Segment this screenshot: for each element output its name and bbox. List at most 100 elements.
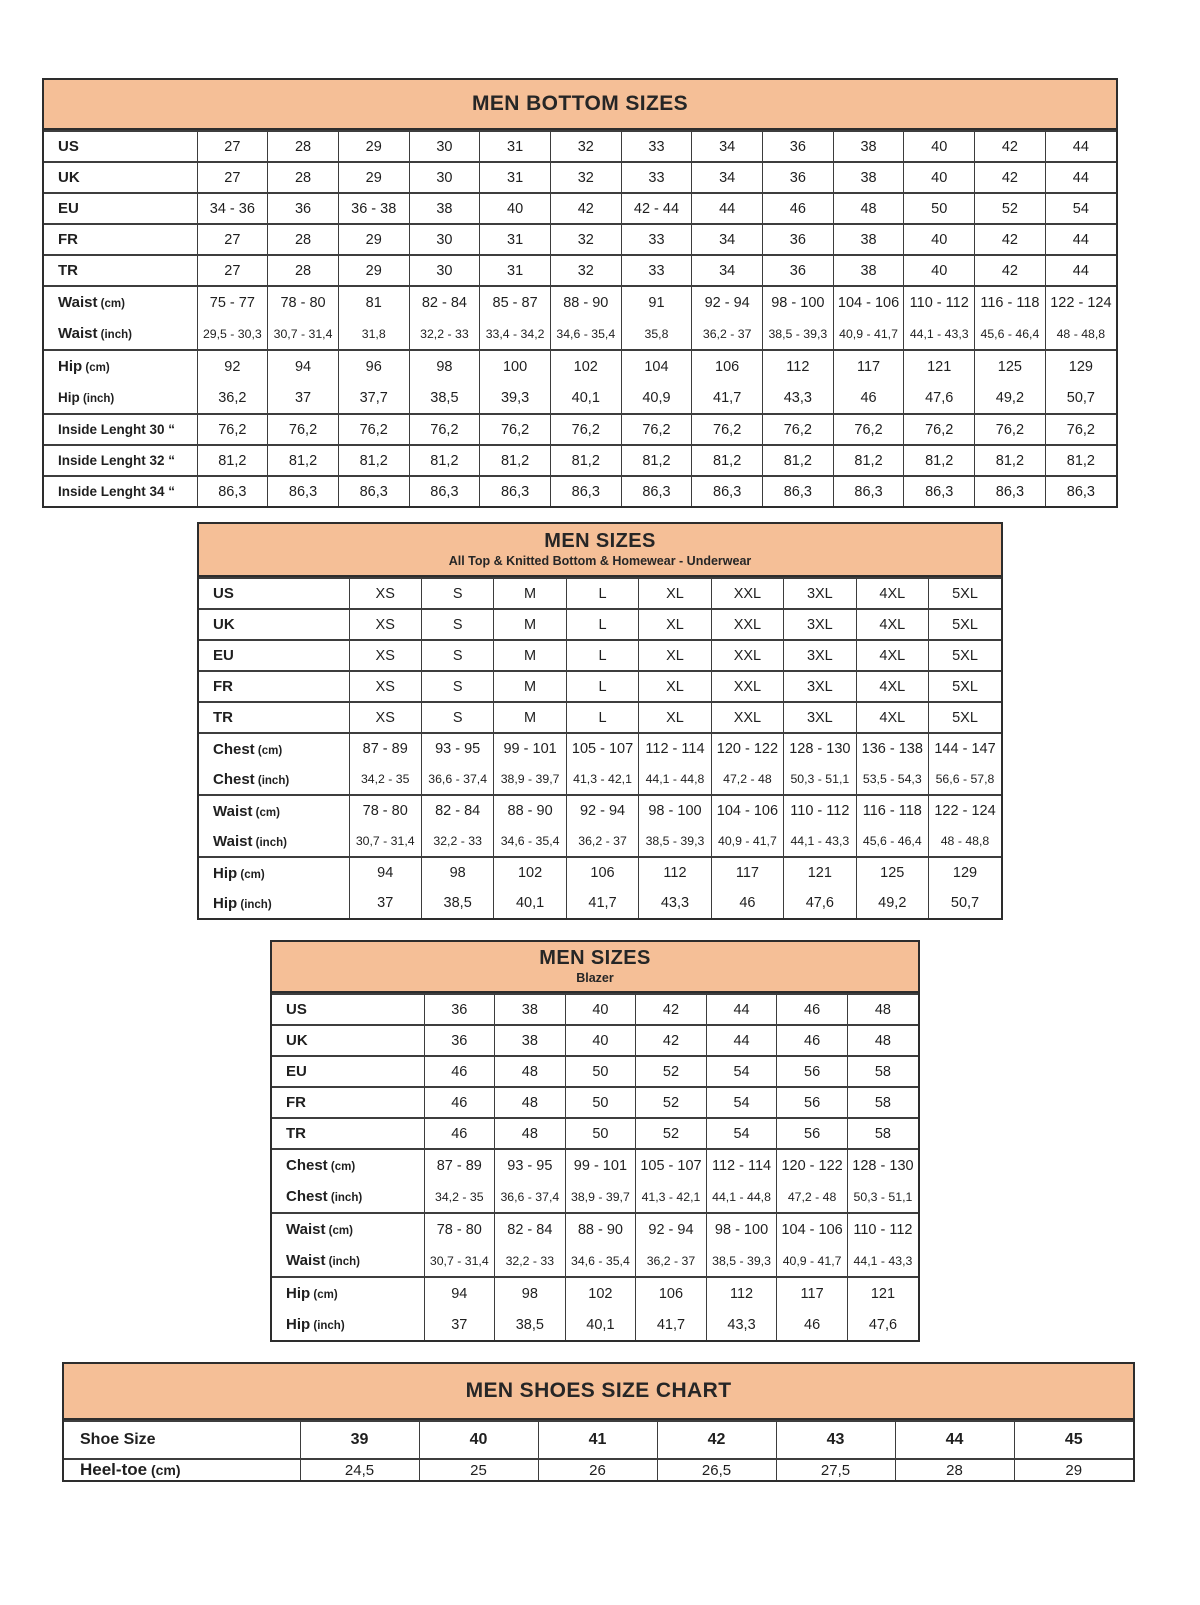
table-row: Waist (cm) 78 - 80 82 - 84 88 - 90 92 - 94 98… xyxy=(199,794,1001,826)
size-cell: 53,5 - 54,3 xyxy=(855,764,929,795)
size-cell: 29 xyxy=(337,161,410,193)
size-cell: 50 xyxy=(564,1055,636,1087)
size-cell: 106 xyxy=(565,856,639,888)
size-cell: 47,6 xyxy=(903,382,975,414)
size-cell: 32,2 - 33 xyxy=(494,1245,566,1277)
size-cell: 44 xyxy=(1044,161,1116,193)
size-cell: M xyxy=(493,608,567,640)
size-cell: 104 - 106 xyxy=(776,1212,848,1245)
size-cell: 112 xyxy=(638,856,712,888)
row-label: Chest (cm) xyxy=(272,1148,424,1181)
size-cell: 3XL xyxy=(783,608,857,640)
size-cell: 46 xyxy=(832,382,904,414)
size-cell: 88 - 90 xyxy=(564,1212,636,1245)
size-cell: 48 xyxy=(832,192,904,224)
size-cell: 38 xyxy=(832,161,904,193)
size-cell: 81,2 xyxy=(762,444,834,476)
size-cell: 49,2 xyxy=(855,888,929,918)
size-cell: 28 xyxy=(267,130,339,162)
size-cell: 3XL xyxy=(783,577,857,609)
size-cell: XS xyxy=(348,670,422,702)
size-cell: 44,1 - 43,3 xyxy=(903,318,975,350)
table-row: FR 46 48 50 52 54 56 58 xyxy=(272,1086,918,1118)
table-row: Chest (cm) 87 - 89 93 - 95 99 - 101 105 - 10… xyxy=(199,732,1001,764)
row-label: Hip (inch) xyxy=(58,390,115,405)
size-cell: 50 xyxy=(564,1117,636,1149)
size-cell: 46 xyxy=(776,1309,848,1340)
row-label: Hip (cm) xyxy=(272,1276,424,1309)
size-cell: 27 xyxy=(196,254,268,286)
men-shoes-size-chart-grid: Shoe Size 39 40 41 42 43 44 45 Heel-toe (cm) 24,5… xyxy=(64,1420,1133,1480)
size-cell: 43,3 xyxy=(762,382,834,414)
size-cell: 32 xyxy=(549,254,622,286)
size-cell: 116 - 118 xyxy=(855,794,929,826)
size-cell: 96 xyxy=(337,349,410,382)
size-cell: S xyxy=(420,701,494,733)
size-cell: 34,2 - 35 xyxy=(348,764,422,795)
size-cell: 82 - 84 xyxy=(408,285,480,318)
size-cell: 40,1 xyxy=(564,1309,636,1340)
size-cell: 44 xyxy=(691,192,763,224)
row-label-unit: (inch) xyxy=(252,836,287,849)
size-cell: 43 xyxy=(775,1420,895,1459)
size-cell: 47,6 xyxy=(846,1309,918,1340)
row-label: Inside Lenght 32 “ xyxy=(44,444,197,476)
size-cell: 44 xyxy=(1044,223,1116,255)
size-cell: 76,2 xyxy=(196,413,268,445)
size-cell: XXL xyxy=(710,577,784,609)
size-cell: 92 xyxy=(196,349,268,382)
size-cell: L xyxy=(565,608,639,640)
size-cell: 40,9 - 41,7 xyxy=(832,318,904,350)
size-cell: 46 xyxy=(710,888,784,918)
size-cell: 46 xyxy=(423,1055,495,1087)
row-label: UK xyxy=(199,608,349,640)
size-cell: 41,7 xyxy=(565,888,639,918)
size-cell: 24,5 xyxy=(299,1458,419,1480)
size-cell: 98 xyxy=(420,856,494,888)
size-cell: 42 xyxy=(974,130,1046,162)
row-label-unit: (inch) xyxy=(254,774,290,787)
size-cell: 33 xyxy=(620,223,692,255)
row-label-unit: (cm) xyxy=(252,806,280,819)
size-cell: 27,5 xyxy=(775,1458,895,1480)
size-cell: 78 - 80 xyxy=(423,1212,495,1245)
size-cell: 44,1 - 44,8 xyxy=(705,1181,777,1213)
size-cell: XL xyxy=(638,639,712,671)
size-cell: 122 - 124 xyxy=(1044,285,1116,318)
table-row: EU 46 48 50 52 54 56 58 xyxy=(272,1055,918,1087)
size-cell: 49,2 xyxy=(974,382,1046,414)
size-cell: 38,5 - 39,3 xyxy=(762,318,834,350)
size-cell: 30,7 - 31,4 xyxy=(348,826,422,857)
size-cell: 29 xyxy=(337,130,410,162)
size-cell: 42 xyxy=(635,993,707,1025)
men-shoes-size-chart-table: MEN SHOES SIZE CHART Shoe Size 39 40 41 42 43… xyxy=(62,1362,1135,1482)
size-cell: 128 - 130 xyxy=(846,1148,918,1181)
row-label-unit: (cm) xyxy=(325,1225,353,1237)
size-cell: 46 xyxy=(423,1086,495,1118)
size-cell: 91 xyxy=(620,285,692,318)
size-cell: 86,3 xyxy=(479,475,551,506)
size-cell: 93 - 95 xyxy=(494,1148,566,1181)
row-label-unit: (inch) xyxy=(237,898,272,911)
size-cell: 86,3 xyxy=(337,475,410,506)
size-cell: 81,2 xyxy=(549,444,622,476)
row-label: US xyxy=(44,130,197,162)
size-cell: 86,3 xyxy=(620,475,692,506)
table-row: Waist (inch) 30,7 - 31,4 32,2 - 33 34,6 - 3… xyxy=(272,1245,918,1277)
size-cell: 46 xyxy=(762,192,834,224)
size-cell: 99 - 101 xyxy=(493,732,567,764)
size-cell: 3XL xyxy=(783,670,857,702)
size-cell: 31 xyxy=(479,161,551,193)
size-cell: 117 xyxy=(832,349,904,382)
size-cell: 30 xyxy=(408,254,480,286)
table-row: Waist (inch) 30,7 - 31,4 32,2 - 33 34,6 - 3… xyxy=(199,826,1001,857)
size-cell: 40 xyxy=(479,192,551,224)
size-cell: 102 xyxy=(549,349,622,382)
size-cell: 98 - 100 xyxy=(762,285,834,318)
size-cell: 28 xyxy=(267,254,339,286)
table-subtitle: All Top & Knitted Bottom & Homewear - Un… xyxy=(448,554,752,568)
size-cell: 40,1 xyxy=(493,888,567,918)
size-cell: 48 xyxy=(494,1055,566,1087)
size-cell: 38 xyxy=(832,254,904,286)
